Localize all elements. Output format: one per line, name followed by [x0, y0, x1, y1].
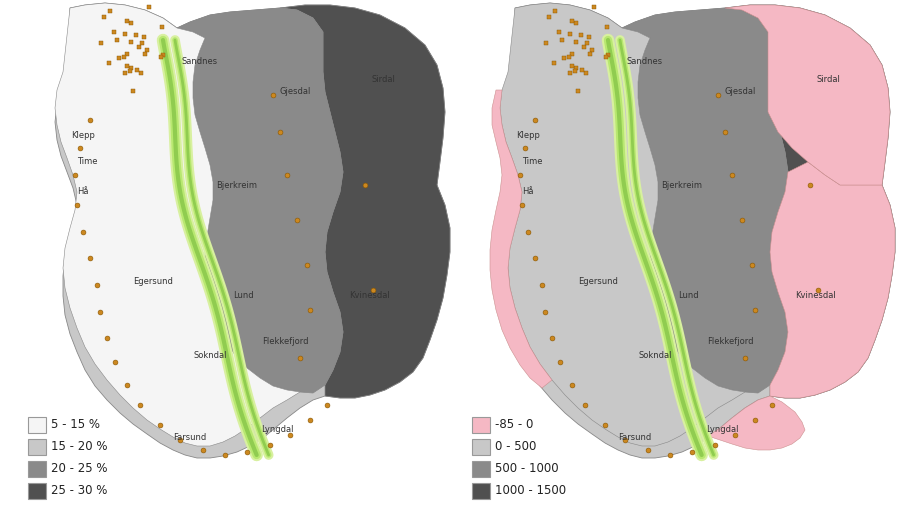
Text: 20 - 25 %: 20 - 25 % [51, 463, 107, 476]
Text: Lund: Lund [678, 290, 698, 299]
Text: Time: Time [522, 158, 542, 166]
Text: Sokndal: Sokndal [638, 351, 671, 360]
Polygon shape [500, 3, 895, 458]
Text: Sandnes: Sandnes [627, 58, 663, 67]
Text: Gjesdal: Gjesdal [724, 88, 756, 97]
Bar [28, 483, 46, 499]
Text: Kvinesdal: Kvinesdal [349, 290, 391, 299]
Text: Klepp: Klepp [516, 131, 540, 140]
Text: Lyngdal: Lyngdal [261, 425, 293, 435]
Text: 25 - 30 %: 25 - 30 % [51, 485, 107, 498]
Text: 1000 - 1500: 1000 - 1500 [495, 485, 566, 498]
Text: Lyngdal: Lyngdal [706, 425, 738, 435]
Text: Bjerkreim: Bjerkreim [662, 181, 703, 190]
Text: Sandnes: Sandnes [182, 58, 218, 67]
Text: Sirdal: Sirdal [816, 76, 840, 85]
Text: Time: Time [76, 158, 97, 166]
Text: Hå: Hå [522, 187, 534, 196]
Text: 5 - 15 %: 5 - 15 % [51, 418, 100, 432]
Polygon shape [500, 3, 745, 446]
Text: Egersund: Egersund [578, 278, 618, 287]
Text: Kvinesdal: Kvinesdal [795, 290, 835, 299]
Bar [472, 439, 490, 455]
Polygon shape [55, 3, 300, 446]
Bar [472, 417, 490, 433]
Bar [28, 439, 46, 455]
Polygon shape [490, 90, 552, 388]
Bar [472, 483, 490, 499]
Polygon shape [770, 162, 895, 398]
Polygon shape [708, 396, 805, 450]
Polygon shape [280, 5, 450, 398]
Text: Hå: Hå [77, 187, 89, 196]
Text: -85 - 0: -85 - 0 [495, 418, 534, 432]
Polygon shape [725, 5, 890, 185]
Text: Egersund: Egersund [133, 278, 173, 287]
Text: Lund: Lund [233, 290, 253, 299]
Text: Klepp: Klepp [71, 131, 94, 140]
Text: Sirdal: Sirdal [371, 76, 395, 85]
Text: 500 - 1000: 500 - 1000 [495, 463, 559, 476]
Text: Flekkefjord: Flekkefjord [262, 338, 308, 346]
Polygon shape [55, 3, 450, 458]
Text: Farsund: Farsund [174, 434, 207, 443]
Polygon shape [177, 8, 343, 393]
Text: Flekkefjord: Flekkefjord [706, 338, 753, 346]
Text: Sokndal: Sokndal [194, 351, 227, 360]
Polygon shape [622, 8, 788, 393]
Text: Farsund: Farsund [618, 434, 652, 443]
Bar [28, 417, 46, 433]
Bar [28, 461, 46, 477]
Polygon shape [725, 5, 895, 398]
Bar [472, 461, 490, 477]
Text: Gjesdal: Gjesdal [279, 88, 310, 97]
Text: 15 - 20 %: 15 - 20 % [51, 440, 107, 454]
Text: 0 - 500: 0 - 500 [495, 440, 536, 454]
Text: Bjerkreim: Bjerkreim [217, 181, 257, 190]
